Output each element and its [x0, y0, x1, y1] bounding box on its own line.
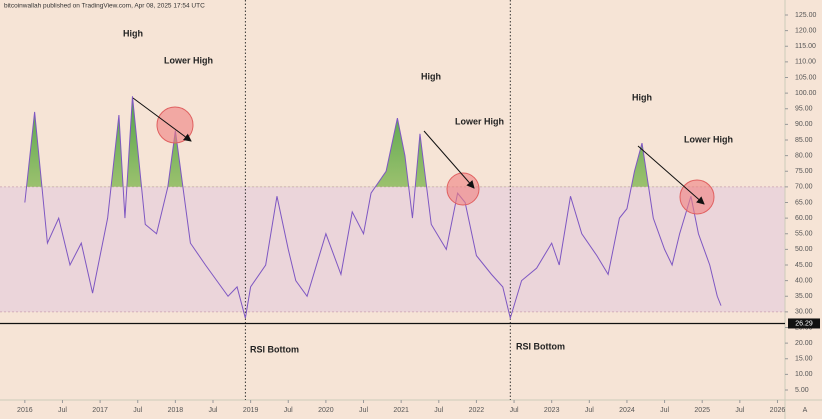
x-tick-label: 2023 — [544, 407, 560, 414]
rsi-band — [0, 186, 785, 312]
x-tick-label: 2016 — [17, 407, 33, 414]
annotation: Lower High — [164, 55, 213, 65]
x-tick-label: 2022 — [469, 407, 485, 414]
y-tick-label: 45.00 — [795, 262, 813, 269]
watermark: bitcoinwallah published on TradingView.c… — [4, 3, 205, 10]
y-tick-label: 60.00 — [795, 215, 813, 222]
y-tick-label: 80.00 — [795, 152, 813, 159]
x-tick-label: Jul — [434, 407, 443, 414]
y-tick-label: 55.00 — [795, 231, 813, 238]
y-tick-label: 75.00 — [795, 168, 813, 175]
x-tick-label: 2026 — [770, 407, 786, 414]
y-tick-label: 115.00 — [795, 43, 816, 50]
x-tick-label: Jul — [359, 407, 368, 414]
y-tick-label: 125.00 — [795, 12, 817, 19]
highlight-circle — [679, 179, 715, 215]
y-tick-label: 90.00 — [795, 121, 813, 128]
annotation: High — [421, 71, 441, 81]
axis-mode: A — [803, 407, 808, 414]
x-tick-label: 2019 — [243, 407, 259, 414]
y-tick-label: 65.00 — [795, 199, 813, 206]
y-tick-label: 100.00 — [795, 90, 817, 97]
y-tick-label: 35.00 — [795, 293, 813, 300]
annotation: Lower High — [684, 134, 733, 144]
x-tick-label: 2017 — [92, 407, 108, 414]
x-tick-label: 2024 — [619, 407, 635, 414]
y-tick-label: 10.00 — [795, 371, 813, 378]
x-tick-label: Jul — [660, 407, 669, 414]
x-tick-label: Jul — [735, 407, 744, 414]
y-tick-label: 30.00 — [795, 309, 813, 316]
x-tick-label: Jul — [510, 407, 519, 414]
y-tick-label: 40.00 — [795, 277, 813, 284]
annotation: High — [632, 92, 652, 102]
y-tick-label: 120.00 — [795, 27, 817, 34]
highlight-circle — [446, 172, 480, 206]
y-tick-label: 5.00 — [795, 387, 809, 394]
price-label-box — [788, 318, 820, 329]
x-tick-label: 2025 — [694, 407, 710, 414]
annotation: RSI Bottom — [516, 341, 565, 351]
price-label: 26.29 — [795, 320, 813, 327]
arrow — [423, 130, 475, 189]
x-tick-label: Jul — [58, 407, 67, 414]
annotation: RSI Bottom — [250, 344, 299, 354]
annotation: Lower High — [455, 116, 504, 126]
annotation: High — [123, 28, 143, 38]
y-tick-label: 70.00 — [795, 184, 813, 191]
y-tick-label: 50.00 — [795, 246, 813, 253]
y-tick-label: 15.00 — [795, 356, 813, 363]
y-tick-label: 85.00 — [795, 137, 813, 144]
x-tick-label: 2018 — [168, 407, 184, 414]
y-tick-label: 110.00 — [795, 59, 816, 66]
y-tick-label: 20.00 — [795, 340, 813, 347]
x-tick-label: Jul — [585, 407, 594, 414]
x-tick-label: 2021 — [393, 407, 409, 414]
arrow — [132, 97, 192, 142]
y-tick-label: 95.00 — [795, 106, 813, 113]
arrow — [637, 145, 705, 205]
x-tick-label: Jul — [209, 407, 218, 414]
x-tick-label: 2020 — [318, 407, 334, 414]
y-tick-label: 105.00 — [795, 74, 817, 81]
highlight-circle — [156, 106, 194, 144]
rsi-line — [24, 96, 722, 321]
x-tick-label: Jul — [133, 407, 142, 414]
x-tick-label: Jul — [284, 407, 293, 414]
